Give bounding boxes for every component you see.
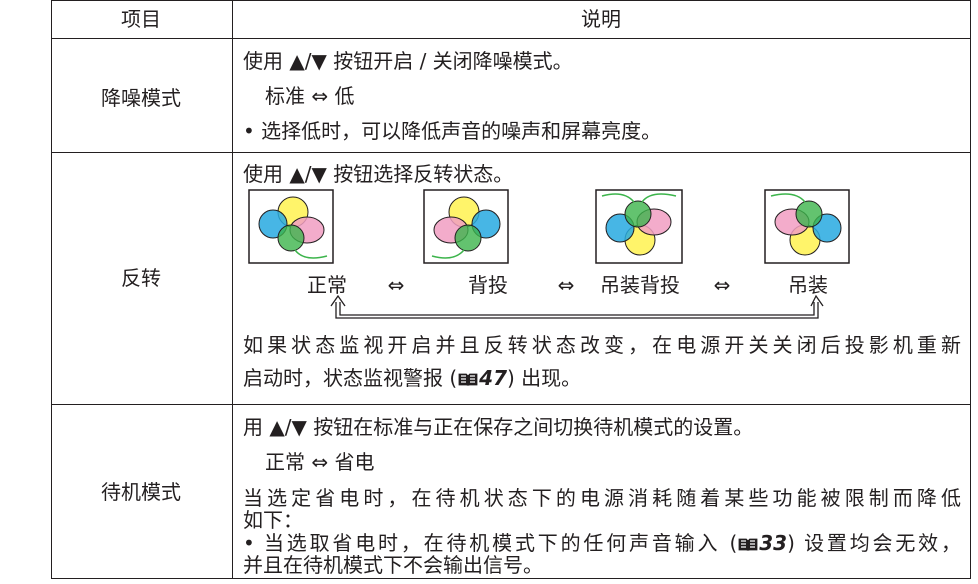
mode: 背投 bbox=[468, 273, 508, 297]
border bbox=[51, 0, 971, 1]
diagram-normal bbox=[248, 189, 334, 264]
text: 标准 ⇔ 低 bbox=[265, 84, 355, 108]
diagram-ceiling bbox=[764, 189, 850, 264]
header-cell: 项目 bbox=[121, 7, 161, 31]
text: 使用 ▲/▼ 按钮开启 / 关闭降噪模式。 bbox=[243, 49, 573, 73]
arrow: ⇔ bbox=[713, 273, 731, 297]
text: 用 ▲/▼ 按钮在标准与正在保存之间切换待机模式的设置。 bbox=[243, 415, 754, 439]
header-cell: 说明 bbox=[581, 7, 621, 31]
text: 启动时，状态监视警报 ( bbox=[243, 366, 458, 390]
mode: 吊装背投 bbox=[600, 273, 680, 297]
border bbox=[51, 404, 971, 405]
text: • 当选取省电时，在待机模式下的任何声音输入 ( bbox=[243, 531, 738, 555]
page-ref: 33 bbox=[759, 531, 788, 555]
text-line: • 当选取省电时，在待机模式下的任何声音输入 ( 33) 设置均会无效， bbox=[243, 531, 961, 555]
border bbox=[51, 152, 971, 153]
text: ) 设置均会无效， bbox=[787, 531, 961, 555]
page-ref: 47 bbox=[479, 366, 508, 390]
diagram-ceiling-rear bbox=[595, 189, 683, 264]
text: 如果状态监视开启并且反转状态改变，在电源开关关闭后投影机重新 bbox=[243, 333, 961, 357]
item: 反转 bbox=[121, 266, 161, 290]
text: 并且在待机模式下不会输出信号。 bbox=[243, 553, 543, 577]
text: ) 出现。 bbox=[507, 366, 582, 390]
mode: 吊装 bbox=[788, 273, 828, 297]
arrow: ⇔ bbox=[557, 273, 575, 297]
text-line: 启动时，状态监视警报 ( 47) 出现。 bbox=[243, 366, 581, 390]
text: 当选定省电时，在待机状态下的电源消耗随着某些功能被限制而降低 bbox=[243, 486, 961, 510]
border bbox=[51, 578, 971, 579]
border bbox=[51, 38, 971, 39]
border bbox=[51, 0, 52, 579]
item: 降噪模式 bbox=[101, 86, 181, 110]
mode: 正常 bbox=[307, 273, 347, 297]
diagram-rear bbox=[423, 189, 509, 264]
bracket-arrow bbox=[330, 294, 824, 319]
text: 如下： bbox=[243, 508, 303, 532]
border bbox=[232, 0, 233, 579]
text: 使用 ▲/▼ 按钮选择反转状态。 bbox=[243, 162, 514, 186]
border bbox=[970, 0, 971, 579]
item: 待机模式 bbox=[101, 480, 181, 504]
text: • 选择低时，可以降低声音的噪声和屏幕亮度。 bbox=[243, 119, 662, 143]
book-icon bbox=[457, 372, 479, 388]
arrow: ⇔ bbox=[387, 273, 405, 297]
text: 正常 ⇔ 省电 bbox=[265, 450, 375, 474]
book-icon bbox=[737, 537, 759, 553]
